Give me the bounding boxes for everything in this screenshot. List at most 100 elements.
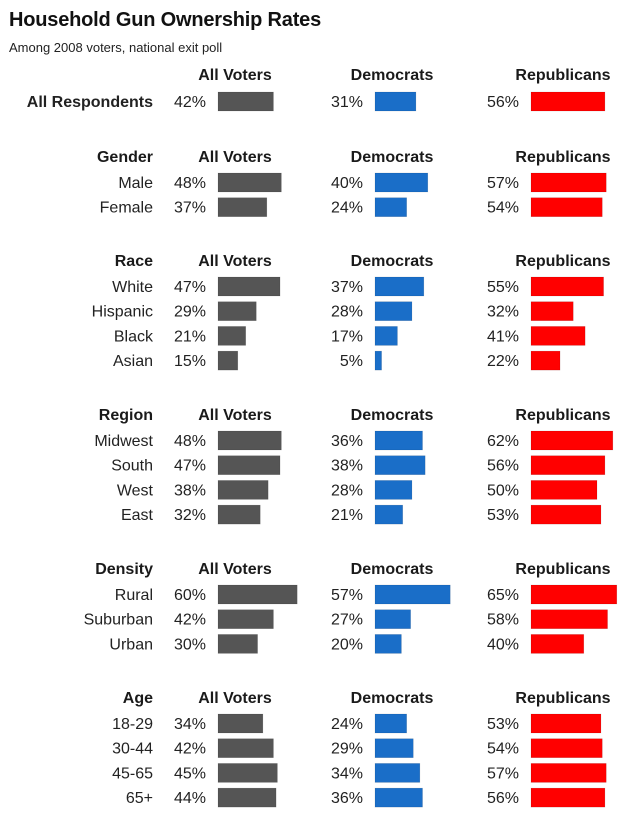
data-label: 45% <box>174 765 206 782</box>
bar <box>374 91 417 112</box>
data-label: 56% <box>487 94 519 111</box>
group-label: Gender <box>97 149 153 166</box>
chart-title: Household Gun Ownership Rates <box>9 9 322 31</box>
bar <box>530 350 561 371</box>
data-label: 38% <box>174 482 206 499</box>
data-label: 21% <box>174 328 206 345</box>
chart-subtitle: Among 2008 voters, national exit poll <box>9 40 223 55</box>
data-label: 56% <box>487 458 519 475</box>
group-label: Density <box>95 561 153 578</box>
series-header: All Voters <box>198 67 272 84</box>
data-label: 38% <box>331 458 363 475</box>
bar <box>530 504 602 525</box>
bar <box>530 609 608 630</box>
data-label: 57% <box>487 765 519 782</box>
data-label: 53% <box>487 716 519 733</box>
series-header: Democrats <box>351 67 434 84</box>
data-label: 60% <box>174 587 206 604</box>
series-header: Republicans <box>515 690 610 707</box>
bar <box>217 738 274 759</box>
category-label: Female <box>100 200 153 217</box>
data-label: 22% <box>487 353 519 370</box>
bar <box>530 276 604 297</box>
bar <box>530 301 574 322</box>
data-label: 32% <box>487 304 519 321</box>
bar <box>217 787 277 808</box>
bar <box>374 738 414 759</box>
data-label: 28% <box>331 482 363 499</box>
data-label: 36% <box>331 790 363 807</box>
bar <box>217 301 257 322</box>
bar <box>530 197 603 217</box>
category-label: Midwest <box>94 433 153 450</box>
category-label: South <box>111 458 153 475</box>
bar <box>217 609 274 630</box>
bar <box>374 301 413 322</box>
bar <box>217 430 282 451</box>
data-label: 53% <box>487 507 519 524</box>
data-label: 32% <box>174 507 206 524</box>
bar <box>374 326 398 346</box>
category-label: White <box>112 279 153 296</box>
data-label: 40% <box>487 636 519 653</box>
category-label: 18-29 <box>112 716 153 733</box>
data-label: 24% <box>331 716 363 733</box>
category-label: Hispanic <box>92 304 153 321</box>
category-label: Suburban <box>84 612 153 629</box>
bar <box>530 634 585 654</box>
category-label: West <box>117 482 154 499</box>
data-label: 34% <box>331 765 363 782</box>
group-label: Age <box>123 690 153 707</box>
data-label: 41% <box>487 328 519 345</box>
data-label: 44% <box>174 790 206 807</box>
bar <box>530 326 586 346</box>
data-label: 37% <box>174 200 206 217</box>
category-label: Urban <box>109 636 153 653</box>
series-header: Democrats <box>351 253 434 270</box>
bar <box>217 350 239 371</box>
data-label: 15% <box>174 353 206 370</box>
bar <box>217 172 282 193</box>
series-header: Republicans <box>515 407 610 424</box>
bar <box>530 455 606 476</box>
category-label: 30-44 <box>112 741 153 758</box>
bar <box>217 634 258 654</box>
data-label: 47% <box>174 458 206 475</box>
data-label: 20% <box>331 636 363 653</box>
data-label: 30% <box>174 636 206 653</box>
bar <box>217 455 281 476</box>
data-label: 34% <box>174 716 206 733</box>
category-label: Rural <box>115 587 153 604</box>
bar <box>530 91 606 112</box>
bar <box>217 91 274 112</box>
bar <box>374 763 421 783</box>
category-label: 45-65 <box>112 765 153 782</box>
data-label: 42% <box>174 94 206 111</box>
series-header: Democrats <box>351 407 434 424</box>
data-label: 54% <box>487 741 519 758</box>
data-label: 29% <box>174 304 206 321</box>
bar <box>217 197 268 217</box>
data-label: 29% <box>331 741 363 758</box>
bar <box>374 197 407 217</box>
bar <box>530 430 614 451</box>
bar <box>530 763 607 783</box>
data-label: 48% <box>174 175 206 192</box>
data-label: 31% <box>331 94 363 111</box>
data-label: 42% <box>174 612 206 629</box>
bar <box>530 172 607 193</box>
series-header: Republicans <box>515 149 610 166</box>
bar <box>374 504 404 525</box>
data-label: 58% <box>487 612 519 629</box>
data-label: 40% <box>331 175 363 192</box>
bar <box>530 480 598 500</box>
bar <box>374 455 426 476</box>
data-label: 27% <box>331 612 363 629</box>
bar <box>374 430 423 451</box>
bar <box>530 787 606 808</box>
data-label: 36% <box>331 433 363 450</box>
bar <box>530 713 602 734</box>
bar <box>217 276 281 297</box>
bar <box>217 713 264 734</box>
data-label: 56% <box>487 790 519 807</box>
